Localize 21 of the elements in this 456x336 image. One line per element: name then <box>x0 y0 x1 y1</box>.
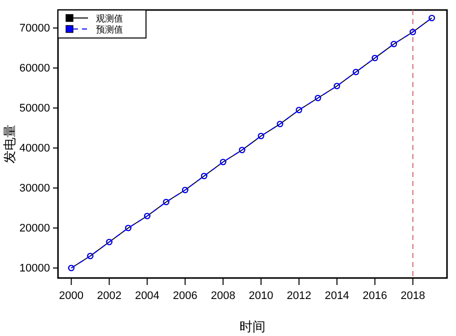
x-tick-label: 2018 <box>400 290 426 302</box>
x-tick-label: 2008 <box>210 290 236 302</box>
x-tick-label: 2012 <box>286 290 312 302</box>
y-tick-label: 30000 <box>19 182 50 195</box>
legend-label: 观测值 <box>96 14 123 24</box>
x-axis-title: 时间 <box>240 319 266 334</box>
x-tick-label: 2002 <box>96 290 122 302</box>
y-tick-label: 10000 <box>19 262 50 275</box>
x-tick-label: 2014 <box>324 290 350 302</box>
x-tick-label: 2000 <box>59 290 84 302</box>
x-tick-label: 2010 <box>248 290 274 302</box>
legend-label: 预测值 <box>96 24 123 34</box>
y-tick-label: 40000 <box>19 142 50 155</box>
y-tick-label: 70000 <box>19 22 50 35</box>
y-tick-label: 20000 <box>19 222 50 235</box>
x-tick-label: 2004 <box>134 290 160 302</box>
x-tick-label: 2006 <box>172 290 198 302</box>
y-tick-label: 60000 <box>19 62 50 75</box>
y-tick-label: 50000 <box>19 102 50 115</box>
y-axis-title: 发电量 <box>2 124 17 164</box>
x-tick-label: 2016 <box>362 290 388 302</box>
